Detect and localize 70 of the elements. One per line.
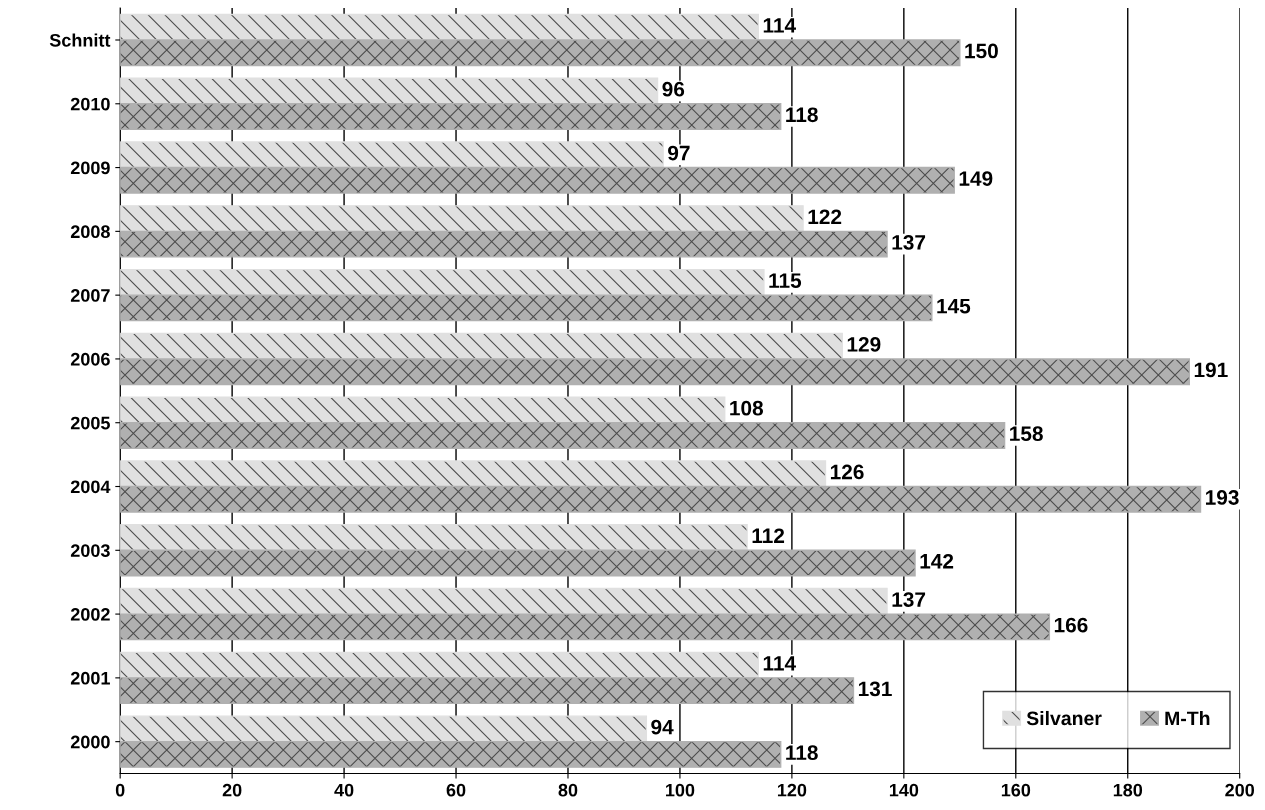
data-label: 137 — [892, 234, 926, 250]
bar — [120, 294, 933, 322]
y-tick-label: 2009 — [70, 161, 110, 175]
y-tick-label: 2007 — [70, 289, 110, 302]
data-label: 145 — [937, 298, 971, 314]
y-tick-label: 2005 — [70, 416, 110, 430]
y-tick-label: 2003 — [70, 544, 110, 558]
bar — [120, 651, 759, 679]
bar — [120, 485, 1202, 513]
bar — [120, 677, 855, 705]
bar — [120, 166, 955, 194]
x-tick-label: 40 — [334, 783, 354, 797]
data-label: 114 — [763, 656, 796, 671]
data-label: 108 — [730, 400, 764, 416]
data-label: 166 — [1054, 617, 1088, 633]
legend-label: Silvaner — [1026, 710, 1102, 726]
data-label: 129 — [847, 337, 881, 352]
x-tick-label: 20 — [222, 783, 242, 797]
y-tick-label: 2001 — [70, 671, 110, 685]
data-label: 149 — [959, 171, 993, 186]
data-label: 97 — [668, 145, 690, 161]
data-label: 114 — [763, 18, 796, 33]
y-tick-label: Schnitt — [49, 33, 111, 47]
bar — [120, 332, 843, 360]
bar — [120, 524, 748, 551]
bar — [120, 460, 827, 488]
bar — [120, 141, 664, 169]
data-label: 131 — [858, 681, 892, 697]
bar — [120, 549, 916, 577]
x-tick-label: 0 — [115, 783, 125, 797]
data-label: 150 — [965, 43, 998, 59]
x-tick-label: 180 — [1113, 783, 1143, 797]
x-tick-label: 160 — [1001, 783, 1031, 797]
bar — [120, 587, 888, 615]
data-label: 191 — [1194, 362, 1228, 378]
data-label: 137 — [892, 592, 926, 607]
data-label: 193 — [1206, 490, 1239, 505]
y-tick-label: 2004 — [70, 480, 111, 494]
x-tick-label: 60 — [446, 783, 466, 797]
x-tick-label: 140 — [889, 783, 919, 797]
bar — [120, 268, 765, 296]
data-label: 115 — [769, 273, 802, 288]
bar — [120, 205, 804, 233]
y-tick-label: 2010 — [70, 97, 110, 111]
y-tick-label: 2006 — [70, 352, 110, 366]
y-tick-label: 2000 — [70, 735, 110, 749]
data-label: 122 — [808, 209, 842, 224]
bar — [120, 230, 888, 258]
data-label: 126 — [830, 464, 864, 480]
data-label: 112 — [752, 528, 785, 543]
data-label: 96 — [662, 81, 685, 97]
data-label: 118 — [786, 745, 818, 761]
bar — [120, 396, 726, 424]
bar — [120, 740, 782, 768]
data-label: 142 — [920, 553, 954, 569]
x-tick-label: 80 — [558, 783, 578, 797]
bar — [120, 13, 759, 41]
bar — [120, 77, 659, 105]
x-tick-label: 120 — [777, 783, 807, 797]
legend-label: M-Th — [1165, 710, 1210, 726]
bar — [120, 422, 1006, 449]
x-tick-label: 200 — [1225, 783, 1255, 797]
bar — [120, 39, 961, 67]
bar — [120, 103, 782, 130]
data-label: 118 — [786, 107, 818, 123]
y-tick-label: 2008 — [70, 225, 110, 239]
x-tick-label: 100 — [666, 783, 695, 797]
data-label: 158 — [1010, 426, 1043, 442]
data-label: 94 — [651, 719, 674, 735]
y-tick-label: 2002 — [70, 608, 110, 621]
